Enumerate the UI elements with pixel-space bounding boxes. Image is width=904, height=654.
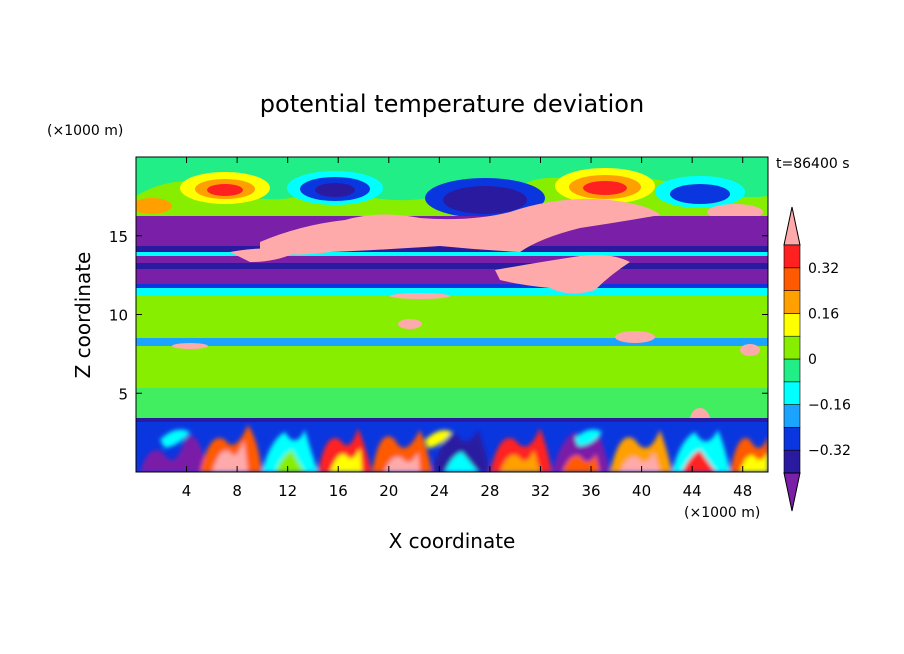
colorbar-tick-label: −0.16 <box>808 398 851 414</box>
colorbar-bin <box>783 313 801 337</box>
x-tick-label: 12 <box>278 482 297 500</box>
colorbar-bin <box>783 358 801 383</box>
x-tick-label: 40 <box>632 482 651 500</box>
z-axis-label: Z coordinate <box>71 252 95 379</box>
contour-field <box>136 157 768 472</box>
colorbar-bin <box>783 381 801 405</box>
colorbar-tick-label: 0.16 <box>808 306 839 322</box>
colorbar-bin <box>783 290 801 314</box>
colorbar-max-arrow <box>783 206 801 246</box>
x-tick-label: 20 <box>379 482 398 500</box>
x-tick-label: 8 <box>232 482 242 500</box>
x-tick-label: 48 <box>733 482 752 500</box>
z-unit-label: (×1000 m) <box>47 123 123 139</box>
colorbar-bin <box>783 449 801 474</box>
x-unit-label: (×1000 m) <box>684 505 760 521</box>
x-tick-label: 4 <box>182 482 192 500</box>
colorbar-tick-label: −0.32 <box>808 443 851 459</box>
colorbar-bin <box>783 427 801 451</box>
x-axis-ticks: 4 8 12 16 20 24 28 32 36 40 44 48 <box>182 157 752 500</box>
z-tick-label: 10 <box>109 307 128 325</box>
chart-title: potential temperature deviation <box>260 90 644 118</box>
colorbar-bin <box>783 404 801 428</box>
colorbar-tick-label: 0 <box>808 352 817 368</box>
z-axis-ticks: 5 10 15 <box>109 228 768 403</box>
colorbar-min-arrow <box>783 472 801 512</box>
x-tick-label: 32 <box>531 482 550 500</box>
colorbar: −0.32 −0.16 0 0.16 0.32 <box>783 206 851 512</box>
x-tick-label: 28 <box>480 482 499 500</box>
upper-layer <box>136 157 768 222</box>
time-label: t=86400 s <box>776 156 850 172</box>
colorbar-bin <box>783 335 801 360</box>
x-tick-label: 24 <box>430 482 449 500</box>
z-tick-label: 15 <box>109 228 128 246</box>
x-tick-label: 36 <box>581 482 600 500</box>
x-tick-label: 16 <box>329 482 348 500</box>
x-axis-label: X coordinate <box>389 529 516 553</box>
boundary-layer <box>136 418 768 472</box>
x-tick-label: 44 <box>683 482 702 500</box>
colorbar-bin <box>783 244 801 269</box>
colorbar-bin <box>783 267 801 291</box>
z-tick-label: 5 <box>118 385 128 403</box>
pink-anomaly <box>172 198 760 432</box>
colorbar-tick-label: 0.32 <box>808 261 839 277</box>
